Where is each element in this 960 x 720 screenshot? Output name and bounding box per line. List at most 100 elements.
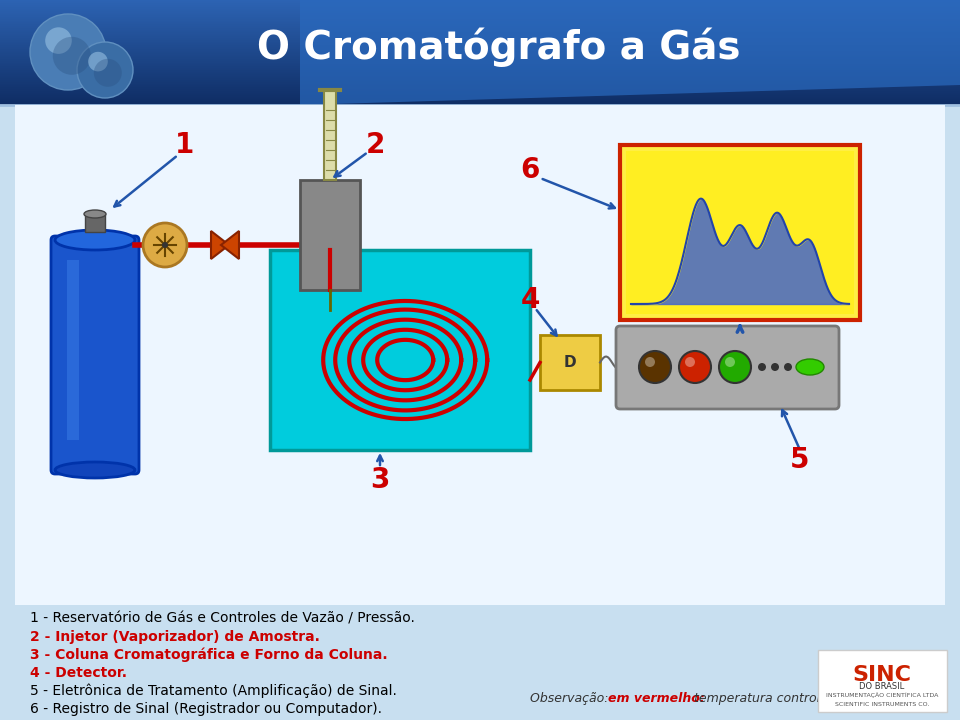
Bar <box>0 78 960 79</box>
Circle shape <box>30 14 106 90</box>
Bar <box>0 83 960 84</box>
Bar <box>0 101 960 102</box>
Bar <box>0 99 960 100</box>
Bar <box>0 29 960 30</box>
Bar <box>0 88 960 89</box>
Bar <box>0 69 960 70</box>
Text: SINC: SINC <box>852 665 911 685</box>
Text: 5 - Eletrônica de Tratamento (Amplificação) de Sinal.: 5 - Eletrônica de Tratamento (Amplificaç… <box>30 684 396 698</box>
Bar <box>0 2 960 3</box>
Bar <box>0 89 960 90</box>
Bar <box>0 19 960 20</box>
Bar <box>324 90 336 180</box>
Bar <box>0 59 960 60</box>
Text: 4: 4 <box>520 286 540 314</box>
Bar <box>0 42 960 43</box>
Bar <box>0 58 960 59</box>
Bar <box>0 55 960 56</box>
Bar <box>0 76 960 77</box>
Bar <box>0 35 960 36</box>
Text: em vermelho:: em vermelho: <box>608 692 705 705</box>
Bar <box>0 96 960 97</box>
Bar <box>0 67 960 68</box>
Bar <box>0 23 960 24</box>
Bar <box>0 94 960 95</box>
Bar <box>0 36 960 37</box>
Bar <box>0 44 960 45</box>
Circle shape <box>45 27 72 54</box>
FancyBboxPatch shape <box>616 326 839 409</box>
Circle shape <box>53 37 91 75</box>
Bar <box>0 51 960 52</box>
Text: 3: 3 <box>371 466 390 494</box>
Bar <box>0 75 960 76</box>
Bar <box>85 214 105 232</box>
Polygon shape <box>221 231 239 259</box>
Bar <box>0 72 960 73</box>
Bar <box>0 65 960 66</box>
Bar <box>0 30 960 31</box>
Bar <box>0 4 960 5</box>
Bar <box>0 0 960 1</box>
Bar <box>0 100 960 101</box>
Bar <box>15 105 945 605</box>
Polygon shape <box>211 231 229 259</box>
Bar <box>0 98 960 99</box>
Bar <box>0 9 960 10</box>
Circle shape <box>784 363 792 371</box>
Bar <box>0 70 960 71</box>
Circle shape <box>645 357 655 367</box>
Text: SCIENTIFIC INSTRUMENTS CO.: SCIENTIFIC INSTRUMENTS CO. <box>835 702 929 707</box>
Bar <box>0 21 960 22</box>
Bar <box>0 43 960 44</box>
Bar <box>0 53 960 54</box>
Circle shape <box>162 242 168 248</box>
Bar <box>0 91 960 92</box>
Bar <box>0 15 960 16</box>
Bar <box>0 82 960 83</box>
Bar <box>540 335 600 390</box>
Bar <box>0 49 960 50</box>
Bar <box>0 102 960 103</box>
Bar <box>15 105 945 605</box>
Bar <box>0 10 960 11</box>
Bar <box>0 20 960 21</box>
Circle shape <box>94 59 122 87</box>
Bar <box>0 63 960 64</box>
Text: D: D <box>564 355 576 370</box>
Bar <box>0 81 960 82</box>
Bar <box>0 16 960 17</box>
Bar <box>0 33 960 34</box>
Bar <box>0 12 960 13</box>
Bar <box>0 3 960 4</box>
Bar <box>0 54 960 55</box>
Bar <box>0 39 960 40</box>
Bar <box>0 45 960 46</box>
Bar <box>0 37 960 38</box>
Bar <box>0 57 960 58</box>
FancyBboxPatch shape <box>51 236 139 474</box>
Bar <box>0 26 960 27</box>
Ellipse shape <box>55 462 135 478</box>
Bar <box>0 56 960 57</box>
Bar <box>0 68 960 69</box>
Bar <box>0 6 960 7</box>
Text: DO BRASIL: DO BRASIL <box>859 682 904 691</box>
Circle shape <box>685 357 695 367</box>
Bar <box>0 27 960 28</box>
Bar <box>0 17 960 18</box>
Bar <box>0 97 960 98</box>
Bar <box>0 7 960 8</box>
Text: O Cromatógrafo a Gás: O Cromatógrafo a Gás <box>257 27 741 67</box>
Circle shape <box>771 363 779 371</box>
Text: 6 - Registro de Sinal (Registrador ou Computador).: 6 - Registro de Sinal (Registrador ou Co… <box>30 702 382 716</box>
Bar <box>0 5 960 6</box>
Bar <box>0 80 960 81</box>
Bar <box>0 1 960 2</box>
Bar <box>0 13 960 14</box>
Text: Observação:: Observação: <box>530 692 612 705</box>
Bar <box>0 103 960 104</box>
Circle shape <box>639 351 671 383</box>
Bar <box>0 22 960 23</box>
Bar <box>0 93 960 94</box>
